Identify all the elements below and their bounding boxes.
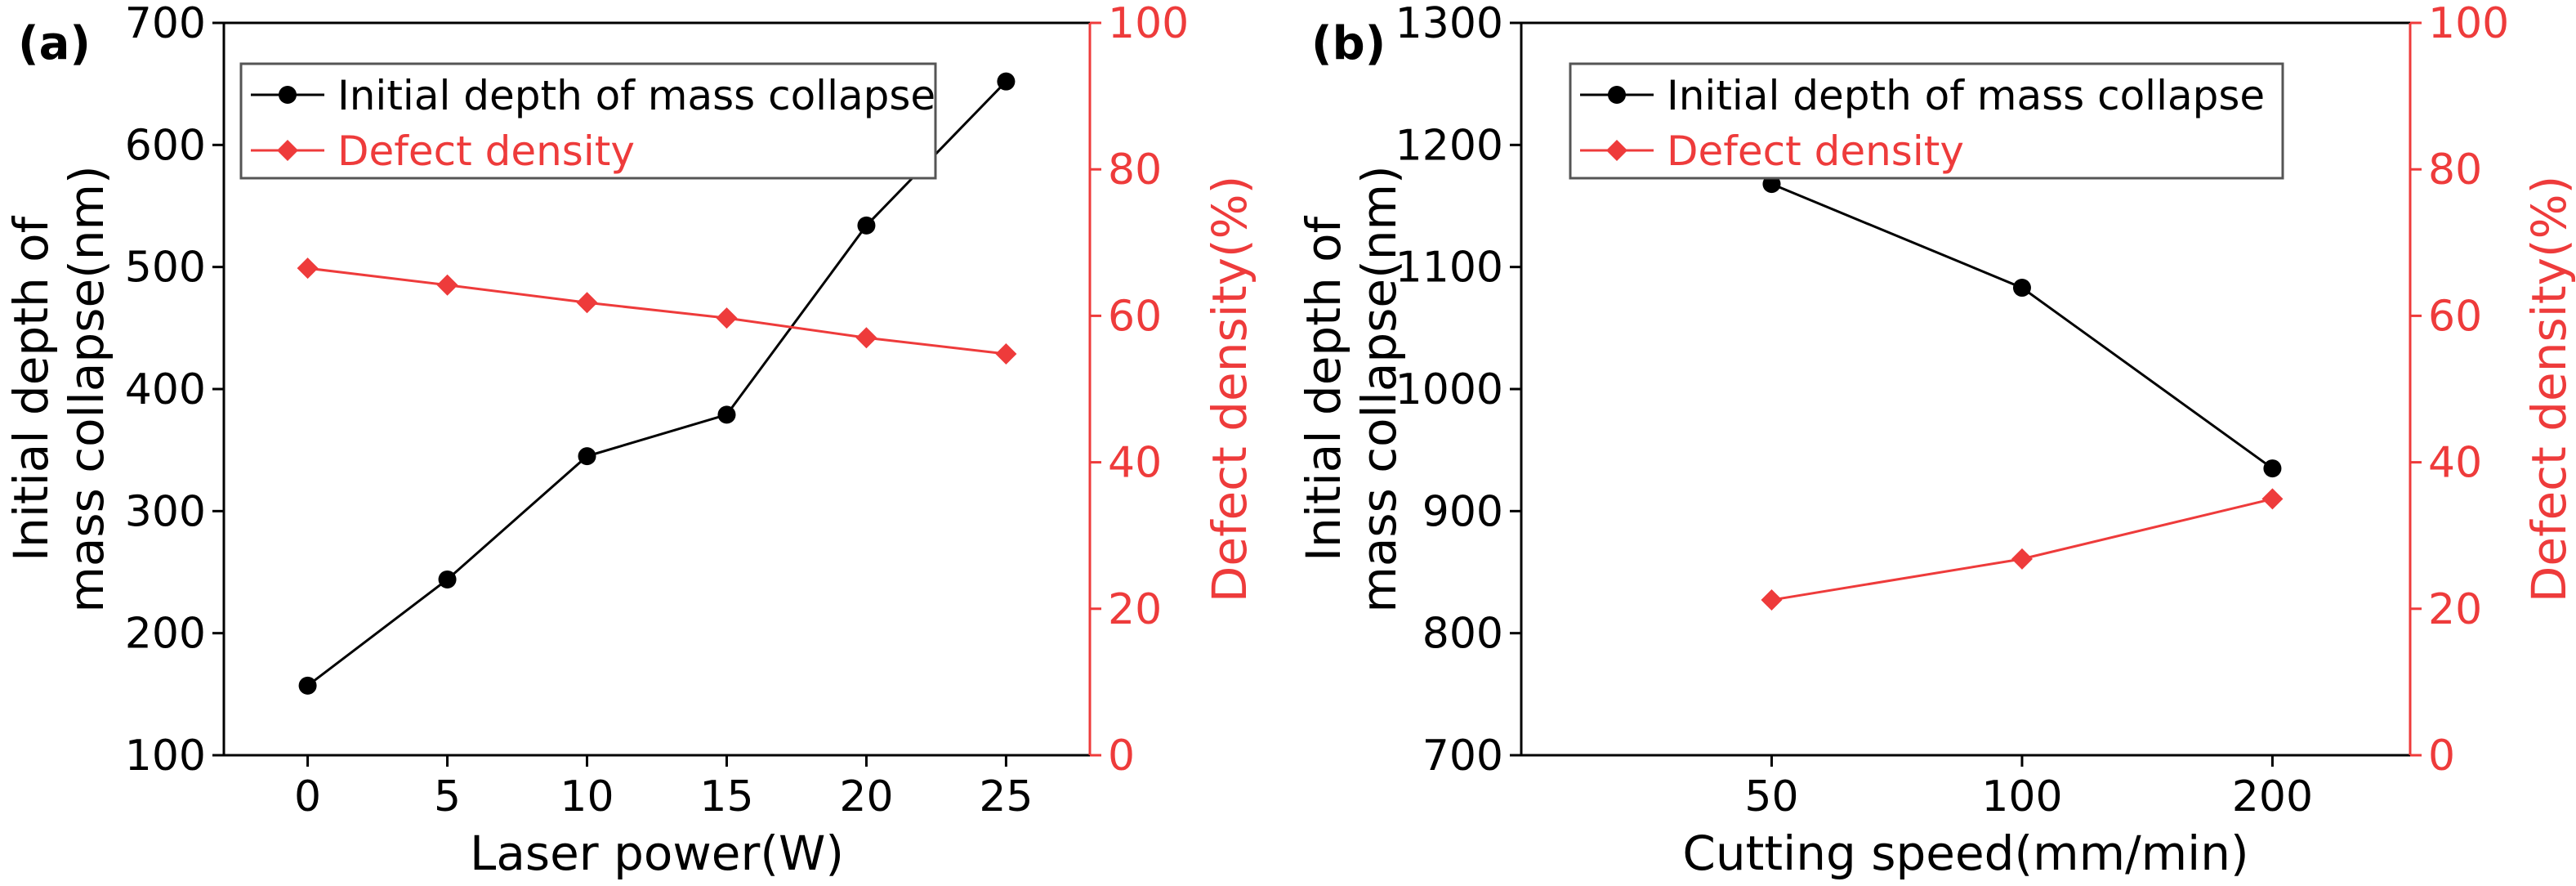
defect-density-point [436,274,458,296]
x-axis-title: Cutting speed(mm/min) [1682,826,2248,881]
y2-tick-label: 0 [2428,732,2455,781]
y2-tick-label: 60 [2428,292,2482,341]
y-axis-title-line-1: Initial depth of [1296,215,1351,562]
x-tick-label: 50 [1744,772,1798,821]
y-axis-title-line-2: mass collapse(nm) [1351,165,1407,612]
y2-tick-label: 100 [1108,0,1189,48]
x-tick-label: 25 [979,772,1033,821]
y2-axis-title: Defect density(%) [2521,176,2576,603]
y2-tick-label: 20 [2428,585,2482,634]
panel-label: (a) [18,17,91,70]
collapse-depth-point [298,676,317,695]
collapse-depth-point [717,405,736,424]
y-tick-label: 1200 [1395,121,1503,170]
y2-tick-label: 80 [2428,145,2482,195]
defect-density-point [576,292,598,314]
legend-label: Initial depth of mass collapse [337,72,935,119]
collapse-depth-point [578,447,596,466]
collapse-depth-point [1762,175,1781,194]
y2-tick-label: 0 [1108,732,1135,781]
legend-label: Defect density [337,128,635,175]
y-tick-label: 800 [1422,610,1503,659]
y2-tick-label: 80 [1108,145,1162,195]
legend-box [1569,62,2284,180]
y2-tick-label: 100 [2428,0,2509,48]
x-tick-label: 100 [1981,772,2062,821]
y2-tick-label: 40 [2428,439,2482,488]
y-tick-label: 300 [125,487,206,536]
legend-marker [1608,86,1626,104]
y-tick-label: 1100 [1395,244,1503,293]
y2-tick-label: 20 [1108,585,1162,634]
collapse-depth-point [438,570,457,588]
y-tick-label: 1300 [1395,0,1503,48]
collapse-depth-point [2263,459,2282,478]
defect-density-point [2261,488,2284,510]
legend-marker [277,140,298,161]
legend-label: Initial depth of mass collapse [1667,72,2265,119]
defect-density-point [2011,548,2033,570]
y2-tick-label: 60 [1108,292,1162,341]
y-tick-label: 700 [1422,732,1503,781]
defect-density-point [855,327,877,349]
chart-panel-b: 700 800 900 1000 1100 1200 1300 0 20 40 60 80 100 50 1… [1296,0,2576,881]
y-tick-label: 1000 [1395,365,1503,414]
collapse-depth-line [1770,182,2274,470]
y-tick-label: 600 [125,121,206,170]
legend-label: Defect density [1667,128,1964,175]
y2-tick-label: 40 [1108,439,1162,488]
y-tick-label: 900 [1422,487,1503,536]
legend-box [239,62,937,180]
y-tick-label: 700 [125,0,206,48]
y-tick-label: 100 [125,732,206,781]
panel-label: (b) [1311,17,1386,70]
y-tick-label: 400 [125,365,206,414]
defect-density-point [297,257,319,280]
defect-density-point [716,307,738,329]
x-tick-label: 5 [434,772,461,821]
x-tick-label: 20 [839,772,893,821]
collapse-depth-point [2012,279,2031,298]
x-tick-label: 15 [699,772,753,821]
y-tick-label: 500 [125,244,206,293]
collapse-depth-line [306,80,1007,687]
x-tick-label: 0 [294,772,321,821]
x-tick-label: 200 [2232,772,2313,821]
y-tick-label: 200 [125,610,206,659]
defect-density-point [995,342,1017,365]
legend-marker [279,86,297,104]
x-tick-label: 10 [560,772,614,821]
collapse-depth-point [857,216,876,235]
defect-density-point [1761,589,1783,611]
chart-panel-a: 100 200 300 400 500 600 700 0 20 40 60 80 100 0 5 10 15 2… [3,0,1257,881]
y-axis-title-line-2: mass collapse(nm) [59,165,114,612]
x-axis-title: Laser power(W) [470,826,844,881]
defect-density-line [307,266,1007,356]
legend-marker [1606,140,1627,161]
y-axis-title-line-1: Initial depth of [3,215,59,562]
y2-axis-title: Defect density(%) [1202,176,1257,603]
collapse-depth-point [997,72,1016,91]
